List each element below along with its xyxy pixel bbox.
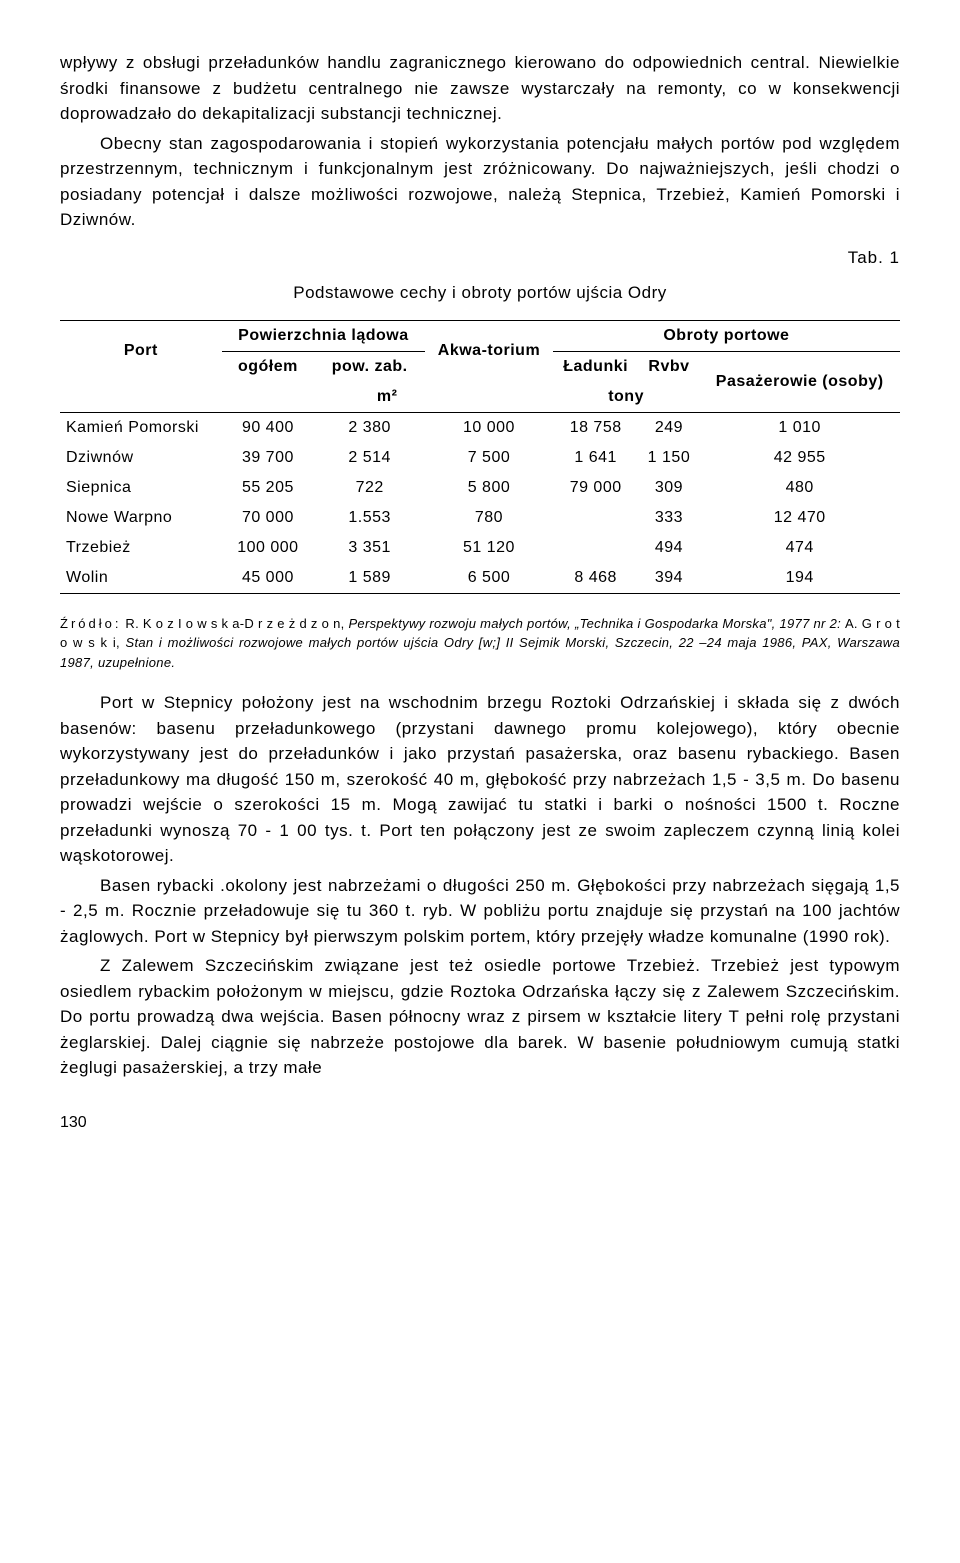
cell-port: Siepnica: [60, 473, 222, 503]
cell-port: Kamień Pomorski: [60, 412, 222, 443]
paragraph-3: Port w Stepnicy położony jest na wschodn…: [60, 690, 900, 869]
th-obroty: Obroty portowe: [553, 320, 900, 351]
source-footnote: Źródło: R. K o z I o w s k a-D r z e ż d…: [60, 614, 900, 673]
cell: [553, 533, 639, 563]
paragraph-2: Obecny stan zagospodarowania i stopień w…: [60, 131, 900, 233]
cell: 780: [425, 503, 553, 533]
table-row: Nowe Warpno 70 000 1.553 780 333 12 470: [60, 503, 900, 533]
cell: 1 589: [314, 563, 425, 594]
cell: 18 758: [553, 412, 639, 443]
cell: 8 468: [553, 563, 639, 594]
cell: 3 351: [314, 533, 425, 563]
cell: 10 000: [425, 412, 553, 443]
table-row: Kamień Pomorski 90 400 2 380 10 000 18 7…: [60, 412, 900, 443]
cell: 51 120: [425, 533, 553, 563]
cell: 480: [699, 473, 900, 503]
th-pow-zab: pow. zab.: [314, 351, 425, 382]
cell-port: Trzebież: [60, 533, 222, 563]
cell: 249: [639, 412, 700, 443]
th-empty: [60, 382, 222, 413]
cell: 39 700: [222, 443, 315, 473]
paragraph-5: Z Zalewem Szczecińskim związane jest też…: [60, 953, 900, 1081]
th-akwa: Akwa-torium: [425, 320, 553, 382]
cell: 1 641: [553, 443, 639, 473]
cell: 1 150: [639, 443, 700, 473]
cell-port: Wolin: [60, 563, 222, 594]
cell: 42 955: [699, 443, 900, 473]
cell: [553, 503, 639, 533]
table-row: Dziwnów 39 700 2 514 7 500 1 641 1 150 4…: [60, 443, 900, 473]
th-ladunki: Ładunki: [553, 351, 639, 382]
cell-port: Dziwnów: [60, 443, 222, 473]
cell: 45 000: [222, 563, 315, 594]
table-row: Wolin 45 000 1 589 6 500 8 468 394 194: [60, 563, 900, 594]
cell: 474: [699, 533, 900, 563]
footnote-author: R. K o z I o w s k a-D r z e ż d z o n,: [125, 616, 344, 631]
cell: 2 514: [314, 443, 425, 473]
table-row: Trzebież 100 000 3 351 51 120 494 474: [60, 533, 900, 563]
table-label: Tab. 1: [60, 245, 900, 271]
cell: 5 800: [425, 473, 553, 503]
cell: 90 400: [222, 412, 315, 443]
cell: 1.553: [314, 503, 425, 533]
cell: 2 380: [314, 412, 425, 443]
ports-table: Port Powierzchnia lądowa Akwa-torium Obr…: [60, 320, 900, 594]
cell: 194: [699, 563, 900, 594]
page-number: 130: [60, 1111, 900, 1135]
th-pow-lad: Powierzchnia lądowa: [222, 320, 426, 351]
table-title: Podstawowe cechy i obroty portów ujścia …: [60, 280, 900, 306]
cell: 70 000: [222, 503, 315, 533]
footnote-text: Stan i możliwości rozwojowe małych portó…: [60, 635, 900, 670]
cell: 79 000: [553, 473, 639, 503]
cell: 100 000: [222, 533, 315, 563]
cell: 333: [639, 503, 700, 533]
cell: 309: [639, 473, 700, 503]
table-row: Siepnica 55 205 722 5 800 79 000 309 480: [60, 473, 900, 503]
cell: 7 500: [425, 443, 553, 473]
cell: 55 205: [222, 473, 315, 503]
paragraph-4: Basen rybacki .okolony jest nabrzeżami o…: [60, 873, 900, 950]
th-ogolem: ogółem: [222, 351, 315, 382]
cell-port: Nowe Warpno: [60, 503, 222, 533]
cell: 394: [639, 563, 700, 594]
th-m2: m²: [222, 382, 553, 413]
footnote-text: Perspektywy rozwoju małych portów, „Tech…: [348, 616, 845, 631]
th-pasaz: Pasażerowie (osoby): [699, 351, 900, 412]
cell: 12 470: [699, 503, 900, 533]
cell: 722: [314, 473, 425, 503]
th-port: Port: [60, 320, 222, 382]
cell: 1 010: [699, 412, 900, 443]
cell: 6 500: [425, 563, 553, 594]
th-tony: tony: [553, 382, 700, 413]
paragraph-1: wpływy z obsługi przeładunków handlu zag…: [60, 50, 900, 127]
th-rvbv: Rvbv: [639, 351, 700, 382]
footnote-lead: Źródło:: [60, 616, 121, 631]
cell: 494: [639, 533, 700, 563]
